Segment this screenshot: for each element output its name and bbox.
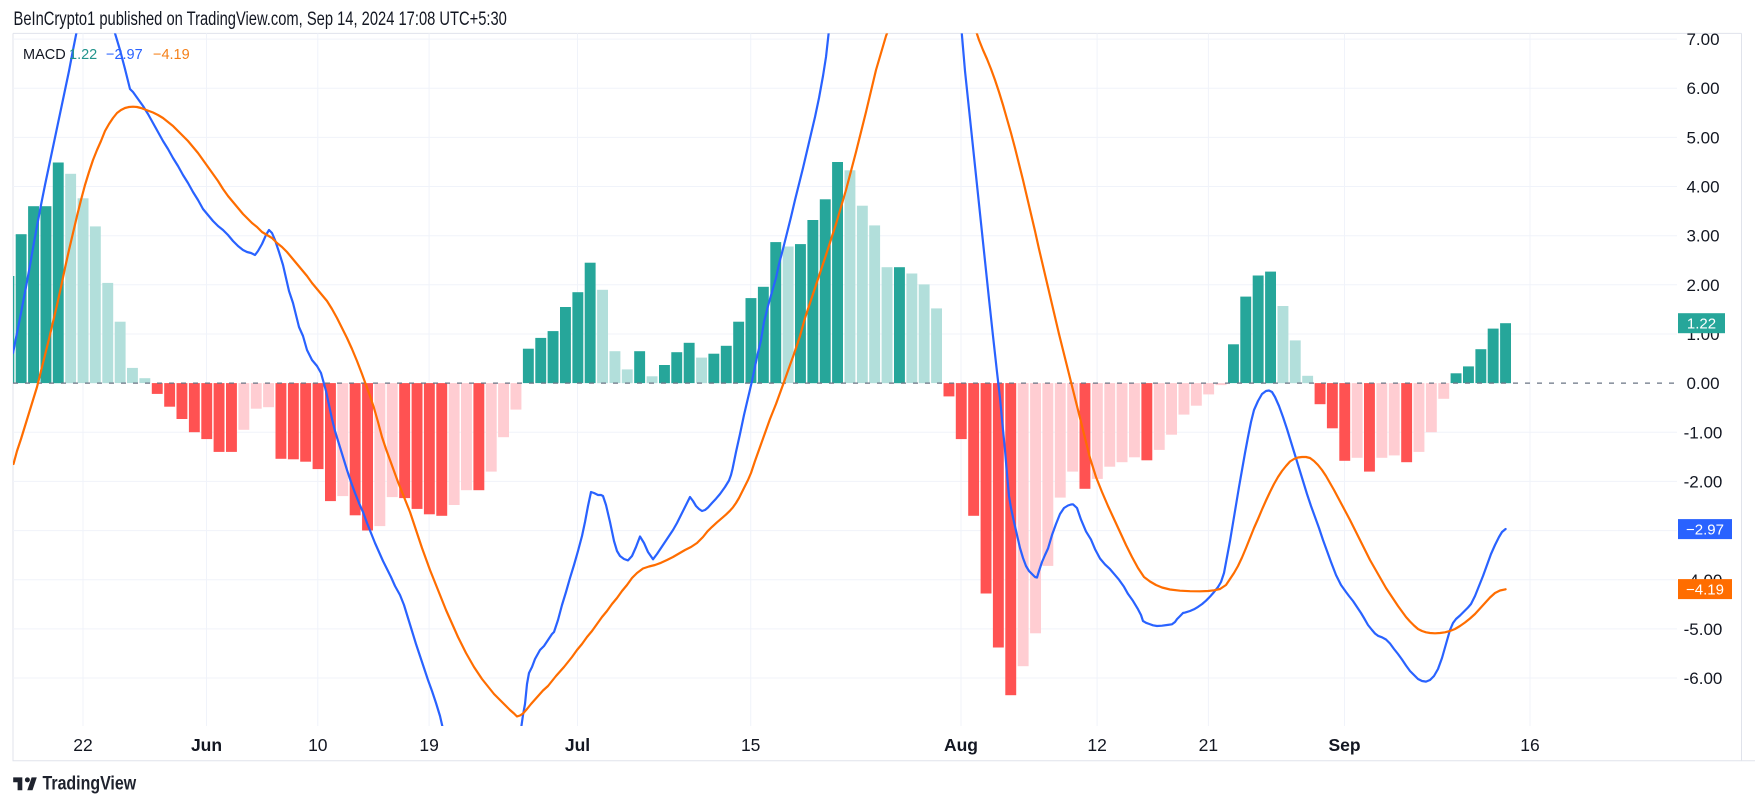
- svg-text:MACD: MACD: [23, 47, 66, 63]
- svg-text:TradingView: TradingView: [43, 772, 137, 794]
- svg-text:−4.19: −4.19: [153, 47, 190, 63]
- svg-text:-5.00: -5.00: [1684, 620, 1723, 639]
- svg-text:Jul: Jul: [565, 735, 590, 755]
- svg-text:10: 10: [308, 735, 328, 755]
- svg-text:-6.00: -6.00: [1684, 669, 1723, 688]
- svg-text:21: 21: [1199, 735, 1218, 755]
- svg-text:−2.97: −2.97: [1686, 522, 1724, 539]
- svg-text:12: 12: [1087, 735, 1106, 755]
- svg-text:−4.19: −4.19: [1686, 582, 1724, 599]
- svg-text:5.00: 5.00: [1686, 128, 1719, 147]
- svg-text:19: 19: [419, 735, 438, 755]
- svg-text:1.22: 1.22: [69, 47, 97, 63]
- svg-text:15: 15: [741, 735, 760, 755]
- svg-text:-1.00: -1.00: [1684, 423, 1723, 442]
- svg-text:4.00: 4.00: [1686, 178, 1719, 197]
- svg-text:1.22: 1.22: [1687, 316, 1716, 333]
- svg-text:16: 16: [1520, 735, 1539, 755]
- svg-text:2.00: 2.00: [1686, 276, 1719, 295]
- svg-text:6.00: 6.00: [1686, 79, 1719, 98]
- svg-text:Sep: Sep: [1328, 735, 1360, 755]
- svg-text:Aug: Aug: [944, 735, 978, 755]
- svg-text:−2.97: −2.97: [106, 47, 143, 63]
- svg-text:BeInCrypto1 published on Tradi: BeInCrypto1 published on TradingView.com…: [14, 8, 507, 29]
- svg-text:22: 22: [73, 735, 92, 755]
- svg-text:3.00: 3.00: [1686, 227, 1719, 246]
- svg-text:7.00: 7.00: [1686, 30, 1719, 49]
- svg-text:Jun: Jun: [191, 735, 222, 755]
- svg-text:0.00: 0.00: [1686, 374, 1719, 393]
- svg-text:-2.00: -2.00: [1684, 472, 1723, 491]
